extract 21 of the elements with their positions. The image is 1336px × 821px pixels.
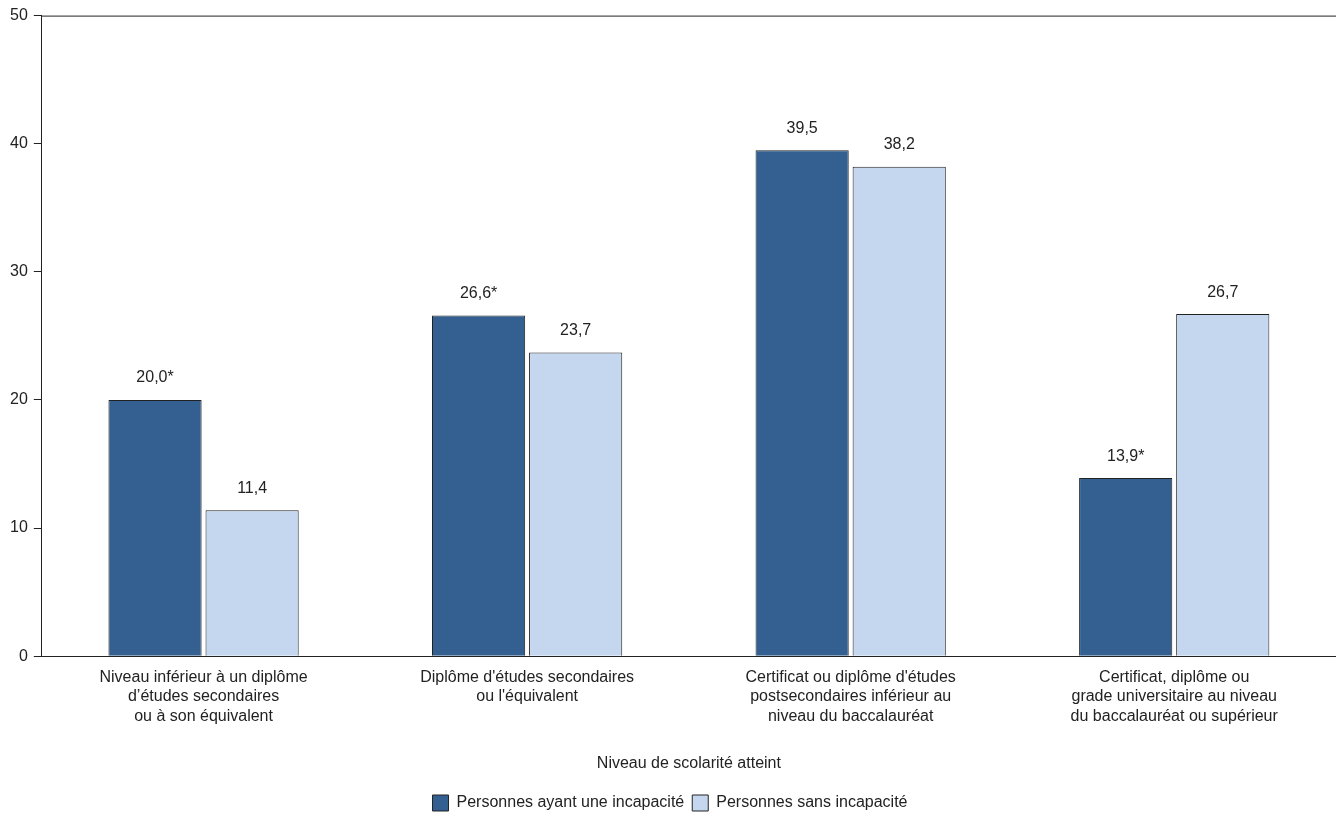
x-tick-label: Certificat, diplôme ou grade universitaire au niveau du baccalauréat ou supérieur (1070, 668, 1279, 724)
data-label: 13,9* (1107, 446, 1145, 464)
data-label: 38,2 (883, 135, 915, 153)
x-tick-label: Diplôme d'études secondaires ou l'équivalent (420, 668, 635, 705)
y-tick-label: 50 (10, 6, 28, 24)
y-tick-label: 20 (10, 390, 28, 408)
y-tick-label: 0 (18, 646, 28, 664)
y-tick-label: 10 (10, 518, 28, 536)
data-label: 23,7 (560, 320, 592, 338)
x-axis-title: Niveau de scolarité atteint (596, 753, 782, 771)
data-label: 26,7 (1207, 282, 1239, 300)
data-label: 26,6* (459, 283, 498, 301)
y-tick-label: 30 (10, 262, 28, 280)
data-label: 39,5 (786, 118, 818, 136)
data-label: 11,4 (237, 478, 268, 496)
y-tick-label: 40 (10, 134, 28, 152)
x-tick-label: Niveau inférieur à un diplôme d’études secondaires ou à son équivalent (99, 668, 308, 724)
x-tick-label: Certificat ou diplôme d'études postsecondaires inférieur au niveau du baccalauréat (745, 668, 956, 724)
legend-label: Personnes ayant une incapacité (456, 793, 685, 811)
data-label: 20,0* (136, 368, 174, 386)
legend-label: Personnes sans incapacité (716, 793, 908, 811)
